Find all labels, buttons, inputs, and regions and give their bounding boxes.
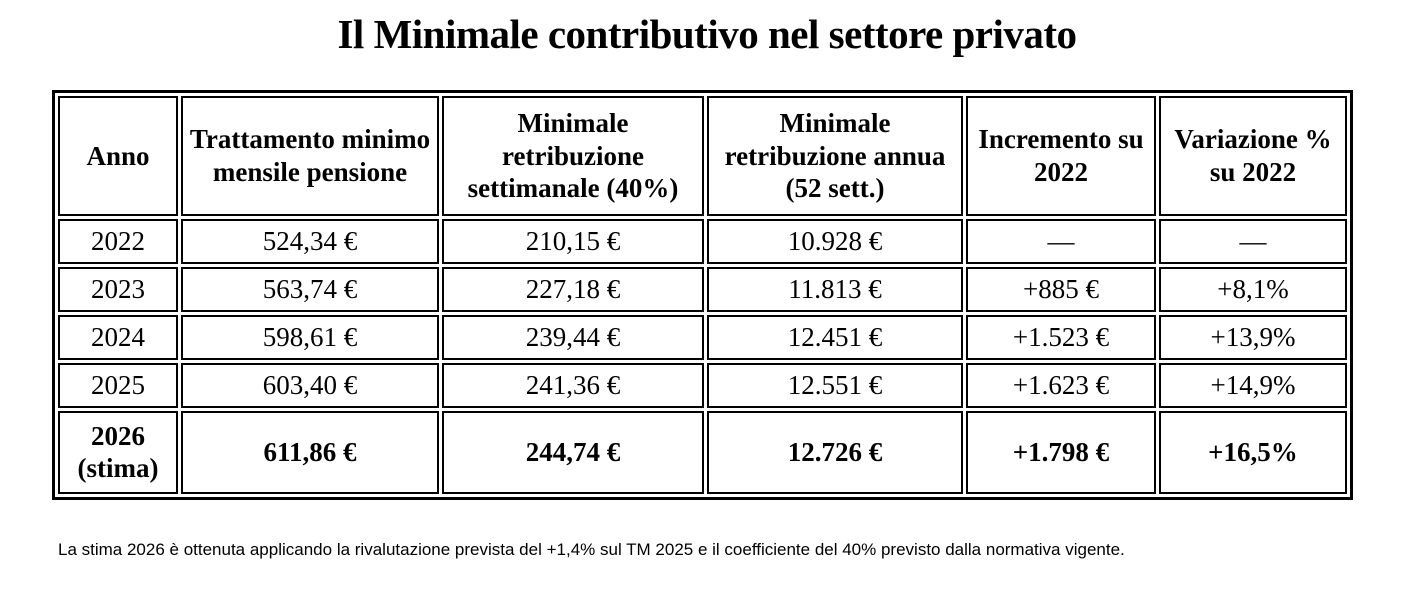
trattamento-minimo-value: 611,86 € [181,411,439,494]
minimale-settimanale-value: 227,18 € [442,267,704,312]
variazione-value: +13,9% [1159,315,1347,360]
minimale-annua-value: 12.551 € [707,363,963,408]
trattamento-minimo-value: 598,61 € [181,315,439,360]
minimale-contributivo-table: Anno Trattamento minimo mensile pensione… [52,90,1353,500]
incremento-value: +1.798 € [966,411,1156,494]
table-row-2025: 2025 603,40 € 241,36 € 12.551 € +1.623 €… [58,363,1347,408]
variazione-value: +8,1% [1159,267,1347,312]
year-cell: 2022 [58,219,178,264]
table-row-2023: 2023 563,74 € 227,18 € 11.813 € +885 € +… [58,267,1347,312]
incremento-value: — [966,219,1156,264]
column-header-minimale-annua: Minimale retribuzione annua (52 sett.) [707,96,963,216]
page-title: Il Minimale contributivo nel settore pri… [337,11,1077,57]
variazione-value: +14,9% [1159,363,1347,408]
year-cell: 2023 [58,267,178,312]
column-header-anno: Anno [58,96,178,216]
footnote: La stima 2026 è ottenuta applicando la r… [58,540,1125,559]
minimale-settimanale-value: 241,36 € [442,363,704,408]
year-cell: 2025 [58,363,178,408]
minimale-annua-value: 12.451 € [707,315,963,360]
minimale-annua-value: 10.928 € [707,219,963,264]
table-row-2026-stima: 2026 (stima) 611,86 € 244,74 € 12.726 € … [58,411,1347,494]
trattamento-minimo-value: 603,40 € [181,363,439,408]
incremento-value: +1.523 € [966,315,1156,360]
table-header-row: Anno Trattamento minimo mensile pensione… [58,96,1347,216]
table-row-2024: 2024 598,61 € 239,44 € 12.451 € +1.523 €… [58,315,1347,360]
minimale-annua-value: 11.813 € [707,267,963,312]
page: Il Minimale contributivo nel settore pri… [0,10,1414,564]
year-cell: 2026 (stima) [58,411,178,494]
column-header-variazione: Variazione % su 2022 [1159,96,1347,216]
year-cell: 2024 [58,315,178,360]
minimale-settimanale-value: 239,44 € [442,315,704,360]
column-header-incremento: Incremento su 2022 [966,96,1156,216]
incremento-value: +885 € [966,267,1156,312]
minimale-settimanale-value: 244,74 € [442,411,704,494]
variazione-value: — [1159,219,1347,264]
trattamento-minimo-value: 563,74 € [181,267,439,312]
incremento-value: +1.623 € [966,363,1156,408]
minimale-settimanale-value: 210,15 € [442,219,704,264]
trattamento-minimo-value: 524,34 € [181,219,439,264]
table-row-2022: 2022 524,34 € 210,15 € 10.928 € — — [58,219,1347,264]
column-header-minimale-settimanale: Minimale retribuzione settimanale (40%) [442,96,704,216]
variazione-value: +16,5% [1159,411,1347,494]
minimale-annua-value: 12.726 € [707,411,963,494]
column-header-trattamento-minimo: Trattamento minimo mensile pensione [181,96,439,216]
